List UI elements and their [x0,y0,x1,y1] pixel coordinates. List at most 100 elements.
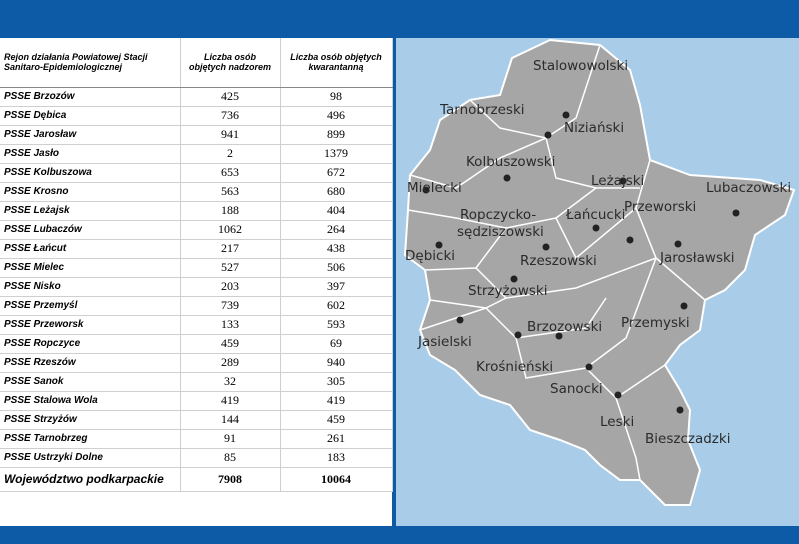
district-label: Sanocki [550,381,603,397]
number-cell: 602 [280,296,393,316]
number-cell: 438 [280,239,393,259]
district-label: Strzyżowski [468,283,547,299]
number-cell: 459 [280,410,393,430]
table-row: PSSE Jasło 2 1379 [0,144,393,164]
number-cell: 183 [280,448,393,468]
name-cell: Województwo podkarpackie [0,467,181,492]
number-cell: 404 [280,201,393,221]
table-row: PSSE Lubaczów 1062 264 [0,220,393,240]
number-cell: 527 [180,258,281,278]
town-dot [732,209,740,217]
table-body: PSSE Brzozów 425 98 PSSE Dębica 736 496 PSSE J… [0,87,393,492]
number-cell: 680 [280,182,393,202]
name-cell: PSSE Jasło [0,144,181,164]
district-label: Łańcucki [565,207,625,223]
town-dot [619,177,627,185]
table-row: PSSE Ropczyce 459 69 [0,334,393,354]
table-row: PSSE Kolbuszowa 653 672 [0,163,393,183]
number-cell: 899 [280,125,393,145]
town-dot [562,111,570,119]
town-dot [676,406,684,414]
number-cell: 144 [180,410,281,430]
district-label: Ropczycko- [460,207,536,223]
table-row: PSSE Strzyżów 144 459 [0,410,393,430]
town-dot [422,186,430,194]
number-cell: 459 [180,334,281,354]
number-cell: 425 [180,87,281,107]
name-cell: PSSE Ropczyce [0,334,181,354]
name-cell: PSSE Dębica [0,106,181,126]
table-row: PSSE Ustrzyki Dolne 85 183 [0,448,393,468]
district-label: Przeworski [624,199,696,215]
district-label: Stalowowolski [533,58,628,74]
number-cell: 188 [180,201,281,221]
number-cell: 133 [180,315,281,335]
number-cell: 506 [280,258,393,278]
table-row: PSSE Przemyśl 739 602 [0,296,393,316]
name-cell: PSSE Kolbuszowa [0,163,181,183]
town-dot [544,131,552,139]
table-row: PSSE Jarosław 941 899 [0,125,393,145]
town-dot [555,332,563,340]
header-cell: Rejon działania Powiatowej Stacji Sanita… [0,38,181,88]
name-cell: PSSE Łańcut [0,239,181,259]
table-row: PSSE Rzeszów 289 940 [0,353,393,373]
table-row: PSSE Mielec 527 506 [0,258,393,278]
district-label: Jasielski [417,334,472,350]
district-label: Jarosławski [659,250,735,266]
name-cell: PSSE Przemyśl [0,296,181,316]
number-cell: 10064 [280,467,393,492]
number-cell: 7908 [180,467,281,492]
name-cell: PSSE Lubaczów [0,220,181,240]
town-dot [614,391,622,399]
town-dots [422,111,740,414]
town-dot [680,302,688,310]
town-dot [514,331,522,339]
number-cell: 941 [180,125,281,145]
number-cell: 419 [180,391,281,411]
number-cell: 85 [180,448,281,468]
town-dot [585,363,593,371]
number-cell: 305 [280,372,393,392]
town-dot [510,275,518,283]
number-cell: 2 [180,144,281,164]
table-row: PSSE Brzozów 425 98 [0,87,393,107]
table-row: PSSE Tarnobrzeg 91 261 [0,429,393,449]
town-dot [435,241,443,249]
table-row: PSSE Dębica 736 496 [0,106,393,126]
district-label: Bieszczadzki [645,431,730,447]
number-cell: 1379 [280,144,393,164]
table-row: PSSE Przeworsk 133 593 [0,315,393,335]
name-cell: PSSE Mielec [0,258,181,278]
number-cell: 1062 [180,220,281,240]
number-cell: 261 [280,429,393,449]
number-cell: 736 [180,106,281,126]
name-cell: PSSE Stalowa Wola [0,391,181,411]
map-labels: Stalowowolski Tarnobrzeski Niziański Kolbus… [405,58,791,447]
table-row: PSSE Łańcut 217 438 [0,239,393,259]
table-row: PSSE Krosno 563 680 [0,182,393,202]
table-row: PSSE Leżajsk 188 404 [0,201,393,221]
number-cell: 496 [280,106,393,126]
number-cell: 739 [180,296,281,316]
name-cell: PSSE Leżajsk [0,201,181,221]
number-cell: 264 [280,220,393,240]
name-cell: PSSE Krosno [0,182,181,202]
number-cell: 32 [180,372,281,392]
table: Rejon działania Powiatowej Stacji Sanita… [0,38,393,492]
number-cell: 69 [280,334,393,354]
number-cell: 203 [180,277,281,297]
name-cell: PSSE Rzeszów [0,353,181,373]
header-cell: Liczba osób objętych nadzorem [180,38,281,88]
district-label: Dębicki [405,248,455,264]
table-panel: Rejon działania Powiatowej Stacji Sanita… [0,38,393,526]
district-label: Kolbuszowski [466,154,555,170]
number-cell: 419 [280,391,393,411]
header-row: Rejon działania Powiatowej Stacji Sanita… [0,38,393,88]
number-cell: 217 [180,239,281,259]
name-cell: PSSE Jarosław [0,125,181,145]
district-label: Krośnieński [476,359,553,375]
table-row: PSSE Sanok 32 305 [0,372,393,392]
number-cell: 672 [280,163,393,183]
